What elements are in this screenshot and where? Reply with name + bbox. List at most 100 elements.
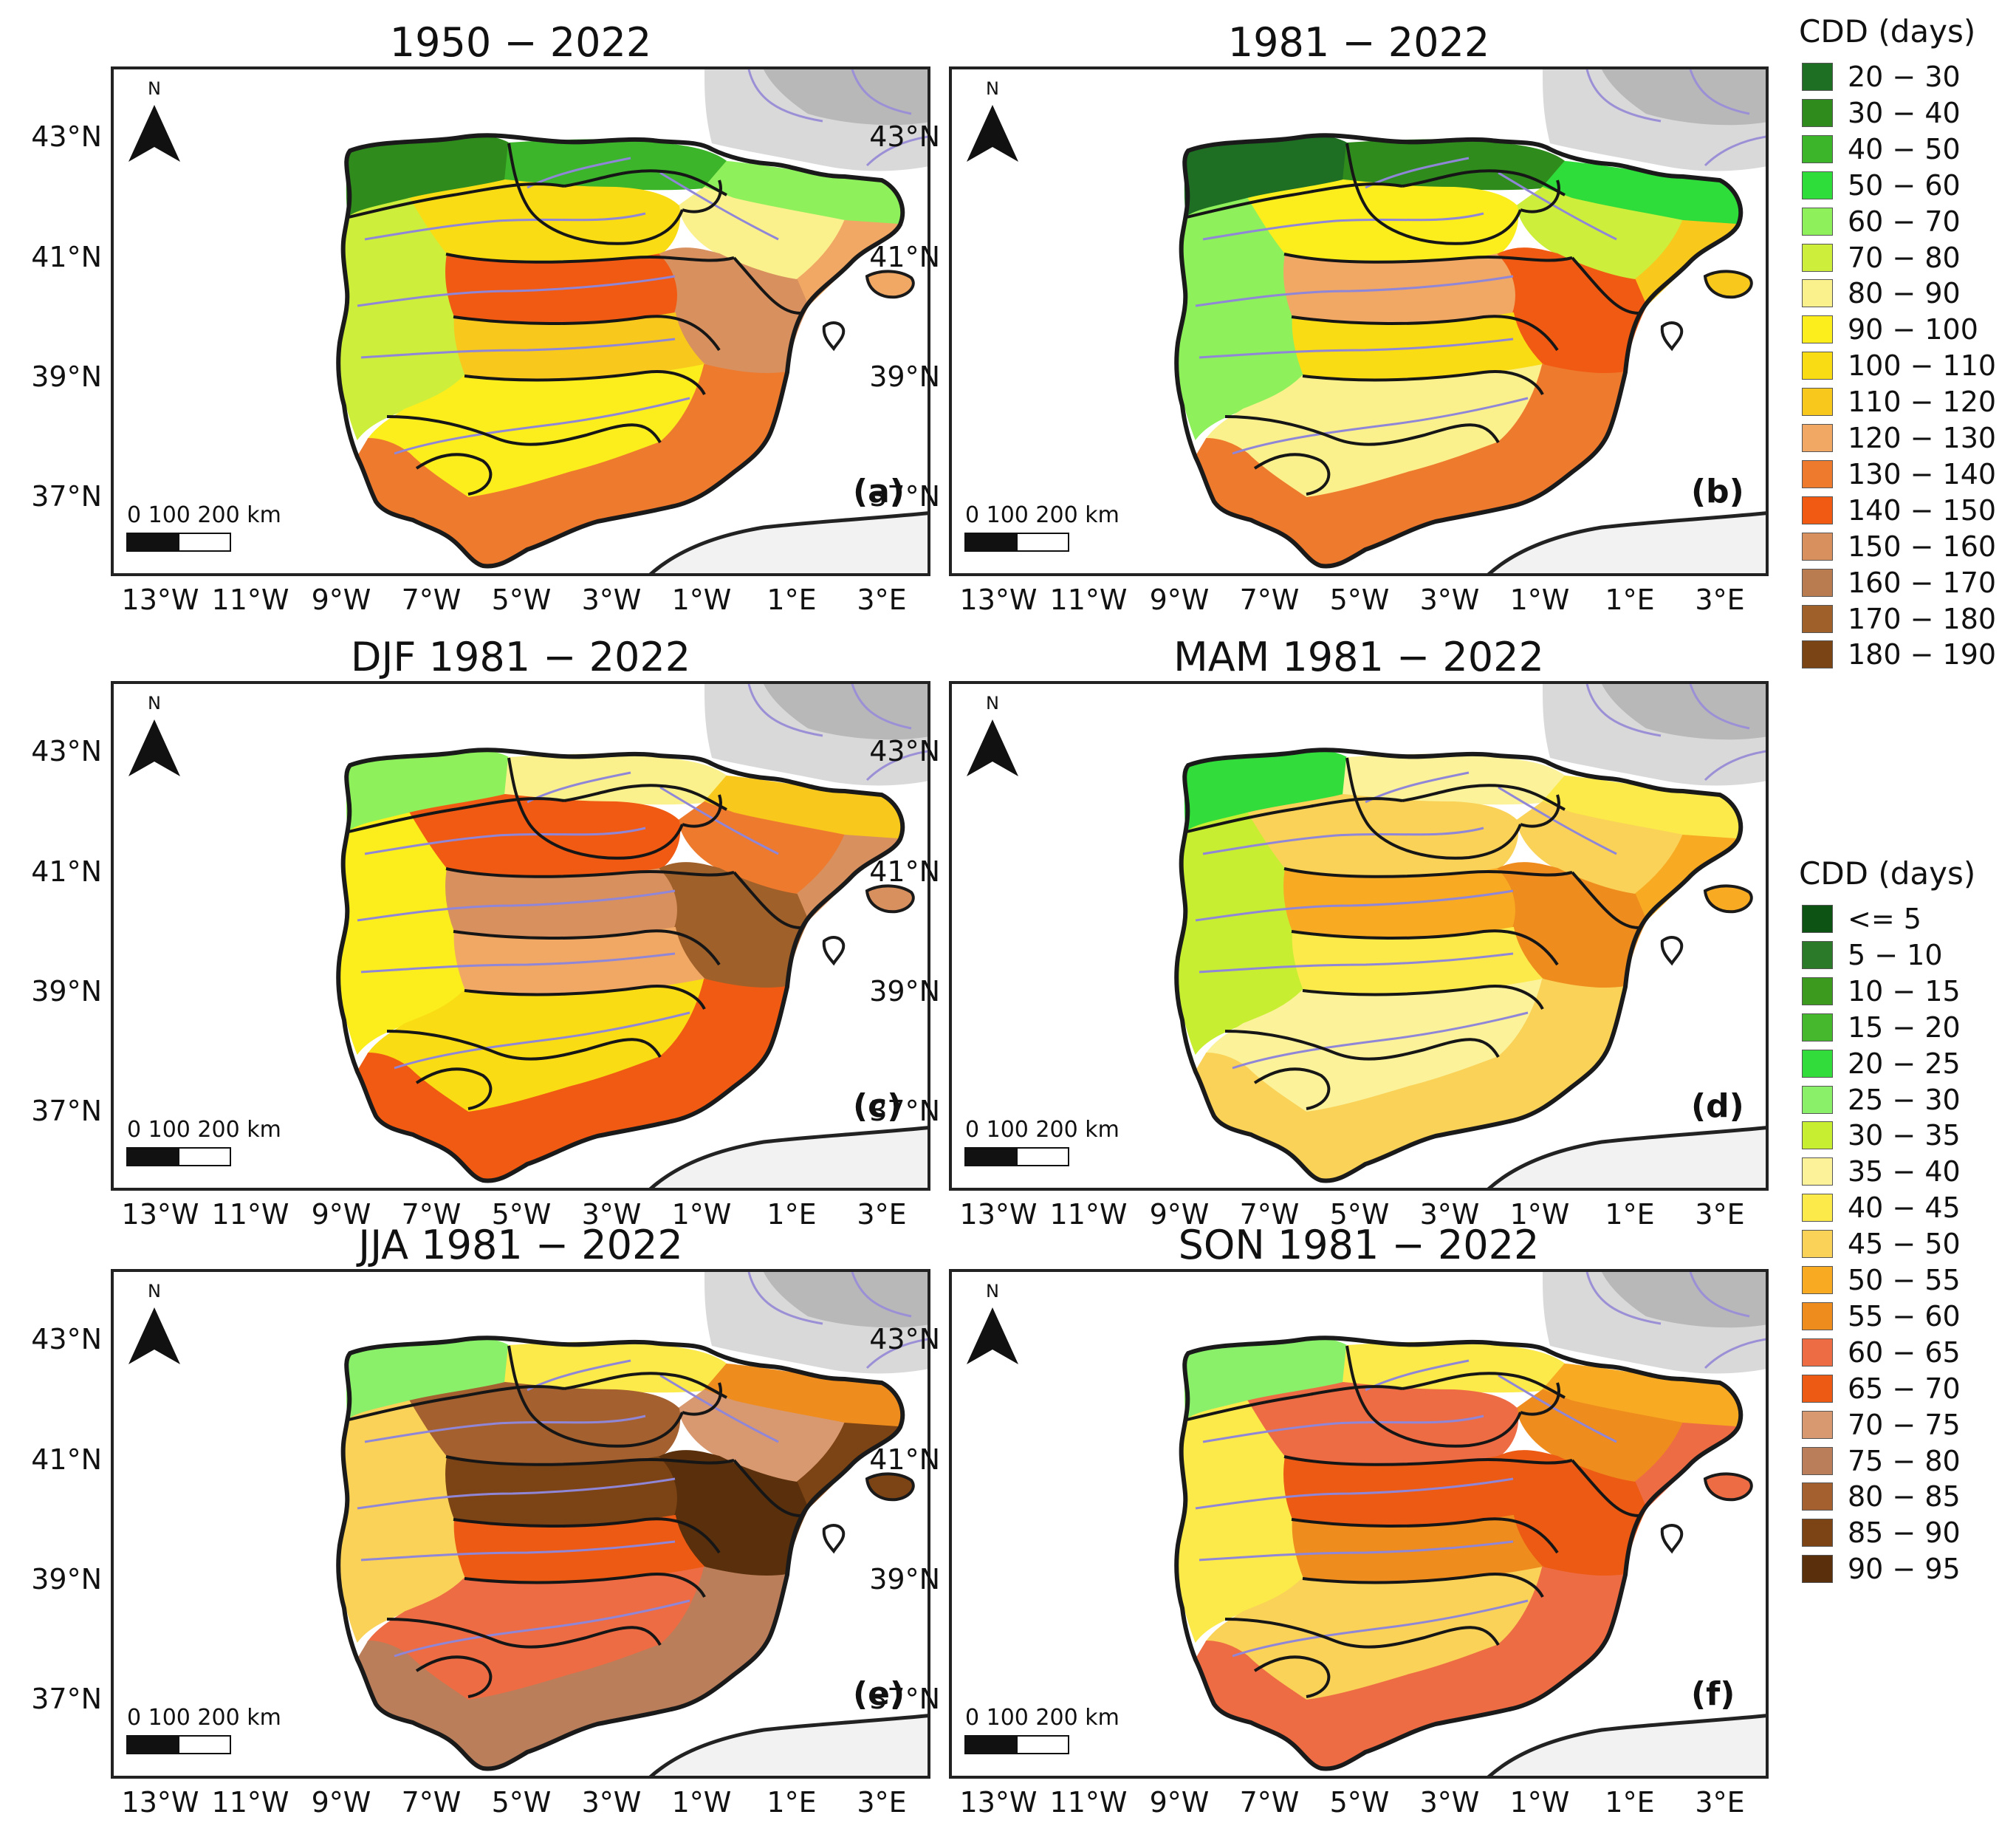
- basin-boundary: [1224, 1030, 1500, 1061]
- africa-coast: [648, 1126, 928, 1188]
- legend-title: CDD (days): [1799, 855, 1976, 892]
- river: [1202, 827, 1484, 855]
- north-arrow-icon: [967, 105, 1018, 162]
- panel-c: DJF 1981 − 2022 N 0 100 200 km (c) 43°N 41…: [31, 634, 930, 1235]
- legend-label: 120 − 130: [1848, 422, 1997, 454]
- lon-tick-label: 1°W: [1509, 584, 1570, 616]
- ibiza: [822, 936, 846, 966]
- lon-tick-label: 9°W: [311, 1786, 371, 1819]
- ibiza: [822, 1524, 846, 1554]
- legend-swatch: [1802, 171, 1833, 199]
- basin-boundary: [1186, 797, 1403, 833]
- country-border: [1585, 69, 1662, 123]
- country-border: [851, 684, 912, 730]
- river: [1199, 1540, 1514, 1562]
- africa-coast: [648, 1714, 928, 1776]
- lat-tick-label: 39°N: [869, 1563, 940, 1595]
- scale-bar-segment: [126, 1147, 179, 1166]
- lon-tick-label: 13°W: [121, 1198, 199, 1231]
- mallorca: [865, 1472, 915, 1502]
- river: [357, 1477, 676, 1510]
- scale-label: 0 100 200 km: [965, 1705, 1120, 1731]
- lat-tick-label: 37°N: [869, 1095, 940, 1127]
- basin-boundary: [733, 256, 801, 315]
- lon-tick-label: 3°E: [857, 1198, 907, 1231]
- legend-swatch: [1802, 207, 1833, 236]
- basin-boundary: [1571, 1459, 1639, 1517]
- north-label: N: [986, 1281, 999, 1302]
- legend-label: 65 − 70: [1848, 1372, 1961, 1405]
- lat-tick-label: 43°N: [31, 1323, 102, 1355]
- africa-coast: [648, 511, 928, 573]
- basin-boundary: [1302, 370, 1544, 395]
- iberia-coastline: [1174, 1335, 1744, 1771]
- alps-relief: [1602, 684, 1766, 740]
- map-canvas: [126, 69, 928, 573]
- legend-swatch: [1802, 568, 1833, 597]
- legend-swatch: [1802, 63, 1833, 91]
- legend-swatch: [1802, 352, 1833, 380]
- lon-tick-label: 3°W: [581, 1198, 642, 1231]
- lat-tick-label: 37°N: [869, 480, 940, 513]
- basin-boundary: [1224, 415, 1500, 446]
- scale-label: 0 100 200 km: [965, 502, 1120, 528]
- north-arrow-icon: [128, 1307, 180, 1364]
- scale-bar-segment: [964, 1735, 1018, 1754]
- country-border: [747, 1272, 823, 1325]
- basin-boundary: [386, 1030, 662, 1061]
- basin-boundary: [1253, 453, 1331, 496]
- country-border: [1689, 1272, 1750, 1318]
- legend-swatch: [1802, 1121, 1833, 1150]
- legend-swatch: [1802, 1482, 1833, 1511]
- panel-letter: (e): [853, 1675, 905, 1713]
- ibiza: [822, 321, 846, 352]
- lat-tick-label: 39°N: [869, 360, 940, 393]
- lat-tick-label: 41°N: [31, 1443, 102, 1476]
- river: [394, 1599, 690, 1658]
- cdd-zone: [408, 793, 681, 879]
- scale-bar-segment: [964, 1147, 1018, 1166]
- river: [1202, 212, 1484, 241]
- river: [1498, 786, 1617, 855]
- lon-tick-label: 13°W: [121, 584, 199, 616]
- legend-label: 60 − 70: [1848, 205, 1961, 238]
- basin-boundary: [733, 871, 801, 929]
- north-arrow-icon: [967, 719, 1018, 776]
- legend-label: 10 − 15: [1848, 974, 1961, 1008]
- mallorca: [1703, 884, 1753, 914]
- legend-swatch: [1802, 1410, 1833, 1439]
- lon-tick-label: 11°W: [1049, 1198, 1128, 1231]
- lon-tick-label: 3°W: [581, 1786, 642, 1819]
- legend-label: 5 − 10: [1848, 938, 1943, 971]
- basin-boundary: [1224, 1618, 1500, 1649]
- legend-label: 45 − 50: [1848, 1228, 1961, 1261]
- country-border: [1585, 1272, 1662, 1325]
- basin-boundary: [563, 169, 727, 196]
- legend-swatch: [1802, 243, 1833, 272]
- legend-swatch: [1802, 315, 1833, 344]
- africa-coast: [1487, 511, 1766, 573]
- basin-boundary: [1345, 143, 1522, 245]
- legend-swatch: [1802, 640, 1833, 669]
- legend-swatch: [1802, 940, 1833, 969]
- basin-boundary: [507, 143, 684, 245]
- lon-tick-label: 5°W: [491, 1198, 552, 1231]
- lon-tick-label: 9°W: [311, 1198, 371, 1231]
- mallorca: [1703, 1472, 1753, 1502]
- map-canvas: [964, 1272, 1766, 1776]
- iberia-coastline: [336, 1335, 905, 1771]
- scale-bar-segment: [178, 1147, 231, 1166]
- basin-boundary: [1402, 784, 1566, 811]
- legend-label: 20 − 25: [1848, 1047, 1961, 1080]
- legend-swatch: [1802, 388, 1833, 417]
- basin-boundary: [507, 757, 684, 860]
- lat-tick-label: 43°N: [869, 1323, 940, 1355]
- river: [1498, 1374, 1617, 1443]
- legend-swatch: [1802, 279, 1833, 308]
- mallorca: [865, 270, 915, 299]
- legend-label: 80 − 90: [1848, 277, 1961, 310]
- legend-label: 30 − 40: [1848, 96, 1961, 129]
- north-label: N: [148, 78, 161, 99]
- iberia-coastline: [336, 748, 905, 1183]
- lat-tick-label: 43°N: [869, 735, 940, 767]
